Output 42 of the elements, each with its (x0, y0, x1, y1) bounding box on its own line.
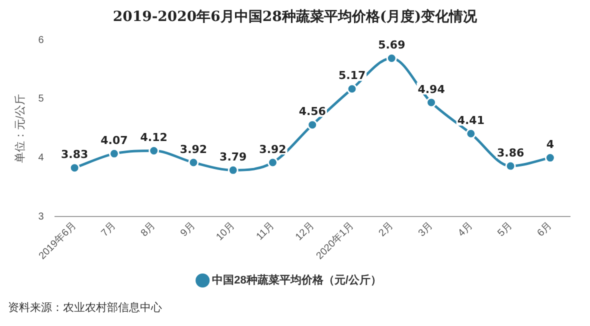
point (426, 97, 437, 108)
x-tick-label: 7月 (99, 220, 118, 240)
point (346, 84, 358, 94)
data-label: 5.17 (338, 69, 366, 82)
y-tick-label: 3 (38, 211, 44, 222)
data-label: 4.94 (418, 82, 446, 96)
data-label: 4.07 (100, 134, 128, 148)
point (505, 160, 516, 172)
x-tick-label: 12月 (294, 220, 316, 243)
y-tick-label: 5 (38, 94, 44, 105)
x-tick-label: 3月 (416, 220, 436, 240)
data-label: 3.83 (61, 148, 88, 162)
point (188, 157, 199, 168)
text: 资料来源：农业农村部信息中心 (8, 300, 162, 315)
x-tick-label: 11月 (254, 220, 277, 242)
point (466, 128, 476, 139)
data-label: 4.56 (298, 105, 326, 118)
data-label: 4.12 (140, 131, 168, 144)
x-tick-label: 2月 (376, 220, 396, 240)
x-tick-label: 9月 (178, 220, 198, 240)
y-tick-label: 4 (38, 152, 44, 164)
point (267, 157, 278, 168)
point (108, 148, 120, 159)
data-label: 5.69 (378, 38, 406, 52)
y-tick-label: 6 (38, 34, 44, 46)
data-label: 3.92 (259, 142, 286, 156)
point (228, 164, 238, 176)
point (307, 120, 318, 130)
legend-label: 中国28种蔬菜平均价格（元/公斤） (212, 274, 382, 287)
data-label: 3.86 (496, 146, 524, 160)
point (69, 162, 80, 174)
x-tick-label: 5月 (496, 220, 515, 240)
y-axis-title: 单位：元/公斤 (14, 94, 27, 163)
x-tick-label: 8月 (139, 220, 158, 240)
x-tick-label: 4月 (456, 220, 475, 240)
x-tick-label: 6月 (535, 220, 554, 240)
x-tick-label: 10月 (214, 220, 238, 243)
chart-title: 2019-2020年6月中国28种蔬菜平均价格(月度)变化情况 (112, 8, 478, 26)
data-label: 3.79 (220, 150, 247, 164)
data-label: 3.92 (180, 142, 208, 156)
data-label: 4.41 (457, 114, 484, 128)
data-label: 4 (546, 138, 554, 152)
